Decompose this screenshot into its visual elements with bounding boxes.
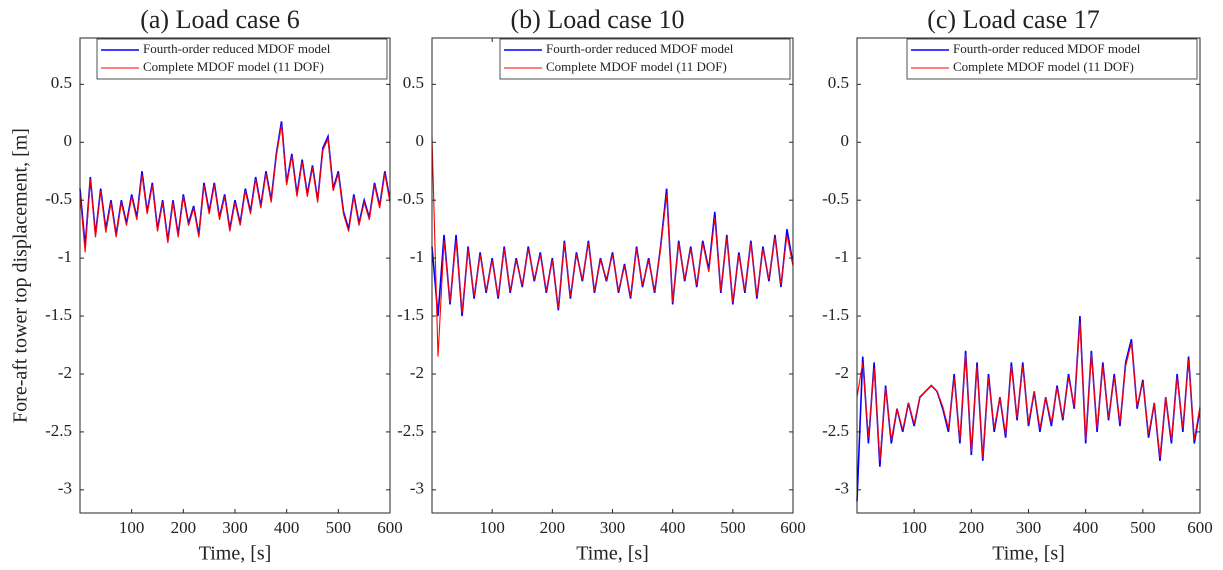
x-tick-label: 400 — [274, 518, 300, 537]
data-line — [856, 321, 1201, 461]
legend-label: Fourth-order reduced MDOF model — [143, 41, 331, 56]
y-tick-label: -1 — [410, 247, 424, 266]
x-tick-label: 100 — [901, 518, 927, 537]
y-tick-label: -0.5 — [822, 189, 849, 208]
y-tick-label: -2 — [410, 363, 424, 382]
data-line — [79, 124, 391, 253]
legend-label: Complete MDOF model (11 DOF) — [953, 59, 1134, 74]
y-tick-label: 0 — [64, 131, 73, 150]
y-tick-label: -2.5 — [822, 421, 849, 440]
y-tick-label: 0.5 — [403, 73, 424, 92]
plot-frame — [79, 37, 391, 514]
y-tick-label: 0 — [416, 131, 425, 150]
chart-title: (a) Load case 6 — [140, 5, 300, 34]
data-line — [431, 136, 794, 357]
x-tick-label: 400 — [1073, 518, 1099, 537]
x-axis-label: Time, [s] — [576, 543, 649, 565]
x-tick-label: 500 — [326, 518, 352, 537]
y-tick-label: -3 — [58, 479, 72, 498]
y-tick-label: -1 — [58, 247, 72, 266]
y-tick-label: -3 — [410, 479, 424, 498]
x-tick-label: 300 — [1016, 518, 1042, 537]
y-tick-label: -0.5 — [45, 189, 72, 208]
y-tick-label: -0.5 — [397, 189, 424, 208]
legend-label: Complete MDOF model (11 DOF) — [546, 59, 727, 74]
x-tick-label: 200 — [959, 518, 985, 537]
y-tick-label: -3 — [835, 479, 849, 498]
x-tick-label: 300 — [222, 518, 248, 537]
plot-frame — [856, 37, 1201, 514]
x-tick-label: 100 — [119, 518, 145, 537]
legend-box — [906, 38, 1198, 80]
x-axis-label: Time, [s] — [199, 543, 272, 565]
x-tick-label: 300 — [600, 518, 626, 537]
legend-label: Complete MDOF model (11 DOF) — [143, 59, 324, 74]
y-tick-label: -2.5 — [397, 421, 424, 440]
x-tick-label: 600 — [780, 518, 806, 537]
data-line — [431, 188, 794, 317]
y-tick-label: -2.5 — [45, 421, 72, 440]
y-tick-label: -1.5 — [397, 305, 424, 324]
x-tick-label: 600 — [1187, 518, 1213, 537]
x-tick-label: 100 — [479, 518, 505, 537]
chart-title: (b) Load case 10 — [511, 5, 685, 34]
x-tick-label: 200 — [171, 518, 197, 537]
y-tick-label: -1.5 — [45, 305, 72, 324]
y-tick-label: -1 — [835, 247, 849, 266]
y-tick-label: 0 — [841, 131, 850, 150]
x-tick-label: 200 — [540, 518, 566, 537]
legend-label: Fourth-order reduced MDOF model — [953, 41, 1141, 56]
x-tick-label: 600 — [377, 518, 403, 537]
x-tick-label: 500 — [720, 518, 746, 537]
data-line — [79, 121, 391, 247]
y-axis-label: Fore-aft tower top displacement, [m] — [10, 128, 32, 423]
legend-label: Fourth-order reduced MDOF model — [546, 41, 734, 56]
data-line — [856, 316, 1201, 502]
y-tick-label: 0.5 — [828, 73, 849, 92]
x-axis-label: Time, [s] — [992, 543, 1065, 565]
y-tick-label: -2 — [58, 363, 72, 382]
y-tick-label: -2 — [835, 363, 849, 382]
x-tick-label: 400 — [660, 518, 686, 537]
plot-frame — [431, 37, 794, 514]
y-tick-label: -1.5 — [822, 305, 849, 324]
x-tick-label: 500 — [1130, 518, 1156, 537]
legend-box — [96, 38, 388, 80]
y-tick-label: 0.5 — [51, 73, 72, 92]
legend-box — [499, 38, 791, 80]
chart-title: (c) Load case 17 — [927, 5, 1100, 34]
